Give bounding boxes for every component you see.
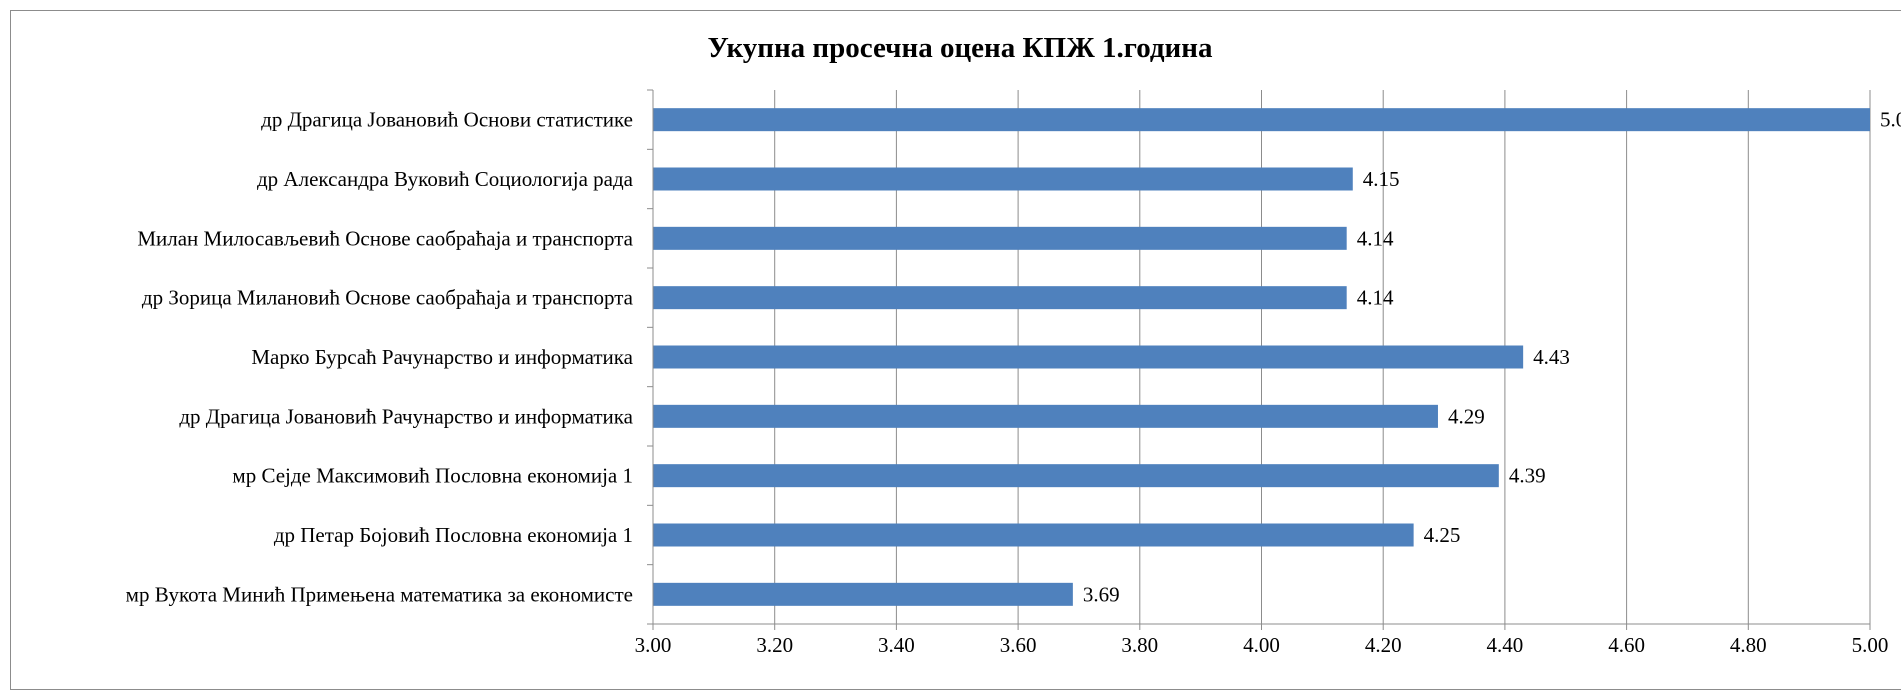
x-tick-label: 3.20 [756,633,793,657]
bar [653,226,1347,250]
x-tick-label: 3.00 [635,633,672,657]
x-tick-label: 5.00 [1852,633,1889,657]
bar-chart: Укупна просечна оцена КПЖ 1.година др Др… [126,32,1901,657]
x-tick-label: 4.80 [1730,633,1767,657]
x-tick-label: 3.60 [1000,633,1037,657]
bar [653,523,1414,547]
category-label: др Драгица Јовановић Основи статистике [261,108,633,132]
bar [653,108,1870,132]
axes [647,89,1871,630]
category-labels: др Драгица Јовановић Основи статистике др… [126,108,634,607]
x-tick-label: 4.20 [1365,633,1402,657]
x-tick-label: 3.80 [1121,633,1158,657]
x-tick-label: 4.40 [1487,633,1524,657]
data-label: 4.14 [1357,226,1394,250]
tick-labels: 3.00 3.20 3.40 3.60 3.80 4.00 4.20 4.40 4.60 4.80… [635,633,1889,657]
data-label: 4.39 [1509,464,1546,488]
category-label: Милан Милосављевић Основе саобраћаја и т… [137,226,633,250]
category-label: мр Вукота Минић Примењена математика за … [126,582,633,606]
bar [653,345,1524,369]
category-label: др Петар Бојовић Пословна економија 1 [274,523,633,547]
category-label: мр Сејде Максимовић Пословна економија 1 [232,464,633,488]
bar [653,582,1073,606]
category-label: др Александра Вуковић Социологија рада [257,167,634,191]
bar [653,464,1499,488]
x-tick-label: 4.60 [1608,633,1645,657]
data-label: 4.29 [1448,404,1485,428]
chart-title: Укупна просечна оцена КПЖ 1.година [708,32,1213,64]
bar [653,404,1438,428]
category-label: Марко Бурсаћ Рачунарство и информатика [251,345,633,369]
bar [653,167,1353,191]
data-label: 4.15 [1363,167,1400,191]
data-label: 4.25 [1424,523,1461,547]
bars [653,108,1870,606]
data-label: 4.14 [1357,286,1394,310]
bar [653,286,1347,310]
data-labels: 5.00 4.15 4.14 4.14 4.43 4.29 4.39 4.25 3.69 [1083,108,1901,607]
x-tick-label: 4.00 [1243,633,1280,657]
x-tick-label: 3.40 [878,633,915,657]
category-label: др Зорица Милановић Основе саобраћаја и … [142,286,634,310]
data-label: 3.69 [1083,582,1120,606]
data-label: 4.43 [1533,345,1570,369]
category-label: др Драгица Јовановић Рачунарство и инфор… [179,404,633,428]
data-label: 5.00 [1880,108,1901,132]
